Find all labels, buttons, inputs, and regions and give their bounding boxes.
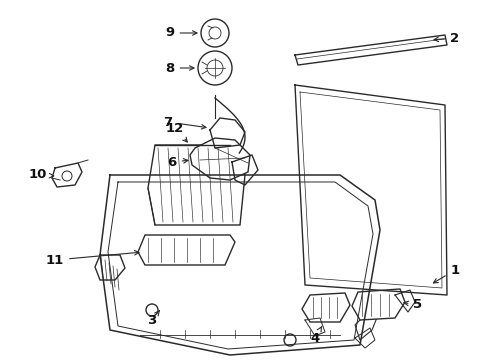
Circle shape: [207, 60, 223, 76]
Text: 6: 6: [168, 156, 188, 168]
Polygon shape: [138, 235, 235, 265]
Text: 8: 8: [166, 62, 194, 75]
Polygon shape: [148, 145, 245, 225]
Text: 4: 4: [310, 326, 322, 345]
Text: 2: 2: [434, 31, 460, 45]
Circle shape: [209, 27, 221, 39]
Circle shape: [198, 51, 232, 85]
Text: 1: 1: [434, 264, 460, 283]
Polygon shape: [355, 305, 380, 340]
Circle shape: [62, 171, 72, 181]
Polygon shape: [352, 289, 405, 320]
Text: 7: 7: [164, 116, 206, 129]
Text: 5: 5: [404, 298, 422, 311]
Circle shape: [284, 334, 296, 346]
Circle shape: [146, 304, 158, 316]
Circle shape: [201, 19, 229, 47]
Text: 12: 12: [166, 122, 187, 142]
Text: 11: 11: [46, 251, 139, 266]
Text: 10: 10: [29, 168, 54, 181]
Polygon shape: [190, 138, 250, 180]
Text: 3: 3: [147, 311, 160, 327]
Text: 9: 9: [166, 27, 197, 40]
Polygon shape: [302, 293, 350, 322]
